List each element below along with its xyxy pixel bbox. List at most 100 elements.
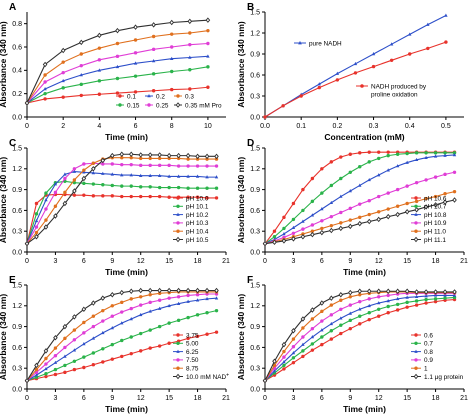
data-point bbox=[386, 191, 390, 195]
x-tick-label: 9 bbox=[348, 395, 352, 402]
data-point bbox=[97, 79, 102, 83]
data-point bbox=[82, 365, 86, 370]
data-point bbox=[408, 52, 412, 56]
panel-letter: F bbox=[247, 275, 253, 286]
data-point bbox=[167, 321, 171, 325]
data-point bbox=[169, 19, 175, 26]
legend-item: pH 10.2 bbox=[173, 212, 209, 219]
data-point bbox=[34, 373, 39, 377]
data-point bbox=[405, 151, 409, 156]
legend-marker bbox=[414, 212, 418, 216]
legend-marker bbox=[414, 358, 418, 362]
data-point bbox=[205, 164, 209, 168]
data-point bbox=[157, 194, 162, 199]
data-point bbox=[320, 342, 324, 347]
data-point bbox=[34, 225, 39, 229]
data-point bbox=[82, 162, 86, 166]
y-tick-label: 0.3 bbox=[250, 229, 260, 236]
panel-letter: D bbox=[247, 138, 254, 149]
legend-marker bbox=[176, 212, 180, 216]
legend-label-base: 10.0 mM NAD bbox=[186, 374, 227, 381]
data-point bbox=[147, 287, 153, 294]
legend-marker bbox=[414, 221, 418, 225]
data-point bbox=[129, 162, 133, 167]
data-point bbox=[195, 313, 200, 317]
data-point bbox=[377, 150, 381, 154]
data-point bbox=[53, 367, 58, 372]
data-point bbox=[367, 150, 371, 154]
data-point bbox=[339, 298, 343, 302]
series-2 bbox=[25, 179, 219, 246]
data-point bbox=[24, 100, 30, 106]
legend-label: 0.35 mM Pro bbox=[185, 102, 222, 109]
data-point bbox=[339, 331, 343, 336]
x-tick-label: 3 bbox=[53, 395, 57, 402]
data-point bbox=[61, 70, 65, 75]
panel-f: F 0 3 6 9 12 15 18 21 0.0 0.3 0.6 0.9 1.2 1.5 Time (min… bbox=[236, 275, 468, 414]
data-point bbox=[133, 90, 138, 94]
data-point bbox=[72, 178, 77, 182]
data-point bbox=[91, 324, 96, 329]
y-tick-label: 0.9 bbox=[12, 324, 22, 331]
data-point bbox=[348, 152, 352, 156]
data-point bbox=[272, 369, 277, 373]
legend-label: 7.50 bbox=[186, 357, 199, 364]
y-tick-label: 1.5 bbox=[12, 145, 22, 152]
data-point bbox=[395, 164, 400, 168]
legend-marker bbox=[147, 103, 151, 107]
series-3 bbox=[263, 152, 457, 245]
y-tick-label: 0.0 bbox=[250, 114, 260, 121]
series-6 bbox=[24, 17, 211, 106]
legend-item: pH 11.0 bbox=[411, 229, 446, 236]
data-point bbox=[442, 199, 448, 205]
data-point bbox=[358, 202, 362, 206]
data-point bbox=[157, 287, 162, 294]
y-tick-label: 0.4 bbox=[12, 68, 22, 75]
data-point bbox=[129, 194, 133, 199]
data-point bbox=[204, 153, 210, 160]
data-point bbox=[310, 326, 315, 331]
data-point bbox=[281, 104, 285, 108]
data-point bbox=[214, 308, 219, 313]
panel-e: E 0 3 6 9 12 15 18 21 0.0 0.3 0.6 0.9 1.2 1.5 Time (min… bbox=[0, 275, 230, 414]
data-point bbox=[358, 183, 362, 187]
data-point bbox=[452, 151, 457, 155]
legend-marker bbox=[414, 229, 418, 233]
data-point bbox=[301, 335, 305, 339]
data-point bbox=[151, 34, 156, 39]
data-point bbox=[320, 309, 324, 314]
data-point bbox=[139, 156, 143, 161]
data-point bbox=[44, 372, 48, 376]
data-point bbox=[128, 151, 134, 157]
data-point bbox=[377, 156, 381, 161]
legend-marker bbox=[175, 373, 181, 380]
data-point bbox=[53, 346, 58, 350]
y-tick-label: 1.2 bbox=[250, 303, 260, 310]
data-point bbox=[186, 336, 190, 341]
legend-item: 1 bbox=[411, 366, 428, 373]
legend-label: 6.25 bbox=[186, 349, 199, 356]
legend-item: 3.75 bbox=[173, 332, 199, 339]
data-point bbox=[338, 225, 344, 232]
legend-item: pH 10.7 bbox=[411, 204, 447, 211]
data-point bbox=[110, 357, 114, 361]
data-point bbox=[166, 287, 172, 294]
data-point bbox=[170, 87, 174, 92]
data-point bbox=[72, 167, 77, 171]
data-point bbox=[148, 194, 152, 199]
data-point bbox=[367, 212, 371, 217]
data-point bbox=[139, 163, 143, 168]
data-point bbox=[53, 204, 58, 208]
legend: pH 10.0 pH 10.1pH 10.2pH 10.3 pH 10.4pH 10… bbox=[173, 195, 209, 244]
data-point bbox=[43, 224, 49, 230]
data-point bbox=[79, 82, 83, 87]
x-tick-label: 3 bbox=[291, 395, 295, 402]
data-point bbox=[157, 344, 162, 348]
data-point bbox=[282, 363, 286, 368]
data-point bbox=[386, 293, 390, 298]
data-point bbox=[24, 240, 30, 247]
data-point bbox=[151, 59, 156, 63]
data-point bbox=[91, 351, 96, 355]
data-point bbox=[188, 68, 192, 72]
